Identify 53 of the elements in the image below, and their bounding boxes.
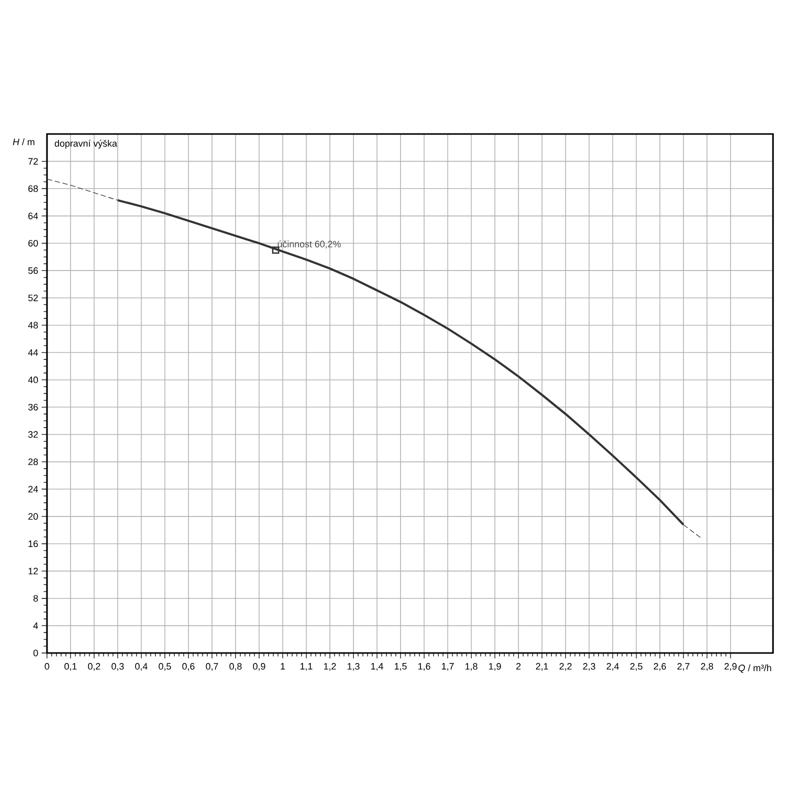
y-tick-label: 40 [28, 376, 38, 384]
y-tick-label: 60 [28, 240, 38, 247]
x-tick-label: 1,9 [489, 663, 501, 671]
x-tick-label: 1,6 [418, 663, 430, 671]
x-tick-label: 0,1 [64, 663, 77, 671]
x-tick-label: 2,3 [583, 663, 596, 671]
x-tick-label: 2,6 [654, 663, 666, 671]
x-tick-label: 2,1 [536, 663, 548, 671]
y-tick-label: 48 [28, 322, 38, 329]
x-tick-label: 0,2 [88, 663, 100, 671]
x-tick-label: 2,9 [724, 663, 737, 671]
x-tick-label: 2 [516, 663, 521, 670]
x-tick-label: 1,4 [371, 663, 384, 671]
y-tick-label: 24 [28, 486, 38, 492]
x-tick-label: 0,5 [158, 663, 171, 671]
y-tick-label: 44 [28, 349, 38, 356]
x-tick-label: 0,4 [135, 663, 148, 671]
x-tick-label: 0 [44, 663, 50, 670]
x-tick-label: 0,8 [229, 663, 242, 671]
y-tick-label: 8 [33, 595, 38, 602]
y-tick-label: 0 [33, 650, 38, 656]
x-tick-label: 1 [280, 663, 285, 670]
x-axis-title: Q / m³/h [738, 664, 772, 673]
y-tick-label: 4 [33, 622, 38, 629]
y-tick-label: 68 [28, 185, 38, 192]
x-tick-label: 1,1 [300, 663, 312, 671]
x-tick-label: 2,5 [630, 663, 642, 671]
x-tick-label: 1,2 [324, 663, 336, 671]
annotation: účinnost 60,2% [278, 240, 341, 248]
y-tick-label: 20 [28, 513, 38, 520]
x-tick-label: 0,9 [253, 663, 266, 671]
x-tick-label: 0,3 [112, 663, 124, 671]
y-tick-label: 64 [28, 212, 38, 220]
y-tick-label: 52 [28, 294, 38, 302]
x-tick-label: 2,7 [677, 663, 690, 671]
x-tick-label: 2,8 [700, 663, 714, 671]
y-tick-label: 12 [28, 568, 38, 574]
y-tick-label: 16 [28, 540, 38, 548]
x-tick-label: 2,4 [606, 663, 619, 671]
x-tick-label: 1,5 [394, 663, 407, 671]
x-tick-label: 0,7 [206, 663, 218, 671]
annotation: dopravní výška [54, 140, 118, 149]
y-tick-label: 32 [28, 431, 38, 438]
x-tick-label: 2,2 [560, 663, 572, 671]
y-axis-title: H / m [12, 138, 34, 146]
x-tick-label: 0,6 [182, 663, 194, 671]
y-tick-label: 72 [28, 158, 38, 165]
x-tick-label: 1,7 [442, 663, 454, 671]
y-tick-label: 56 [28, 267, 38, 274]
x-tick-label: 1,8 [466, 663, 478, 671]
y-tick-label: 28 [28, 458, 38, 466]
x-tick-label: 1,3 [348, 663, 360, 671]
y-tick-label: 36 [28, 404, 38, 410]
